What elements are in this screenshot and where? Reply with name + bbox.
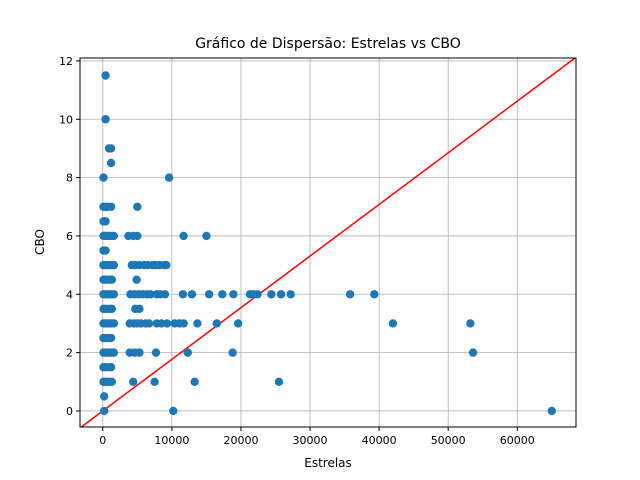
scatter-point (183, 348, 192, 357)
x-axis-label: Estrelas (304, 456, 352, 470)
y-tick-label: 2 (66, 347, 73, 360)
scatter-point (109, 348, 119, 357)
scatter-point (99, 392, 109, 401)
scatter-point (135, 304, 144, 314)
points-layer (99, 71, 557, 416)
scatter-point (160, 290, 170, 299)
plot-area-frame (79, 57, 577, 428)
scatter-point (212, 319, 221, 328)
axis-ticks: 0 10000 20000 30000 40000 50000 60000 0 2 4 6 8 10 12 (59, 55, 535, 447)
scatter-point (162, 319, 172, 328)
y-tick-label: 12 (59, 55, 73, 68)
scatter-point (133, 202, 142, 211)
scatter-point (99, 406, 109, 416)
scatter-point (193, 319, 202, 328)
scatter-point (228, 348, 237, 357)
scatter-point (107, 275, 116, 284)
x-tick-label: 0 (99, 434, 106, 447)
scatter-point (274, 377, 284, 386)
y-axis-label: CBO (33, 229, 47, 255)
scatter-point (128, 377, 138, 386)
scatter-point (187, 290, 197, 299)
scatter-point (218, 290, 227, 299)
y-tick-label: 4 (66, 288, 73, 301)
scatter-point (162, 260, 171, 270)
x-tick-label: 50000 (431, 434, 466, 447)
scatter-point (169, 406, 178, 416)
scatter-point (146, 290, 155, 299)
scatter-point (135, 348, 144, 357)
scatter-point (106, 202, 116, 211)
x-tick-label: 10000 (154, 434, 189, 447)
scatter-point (109, 231, 119, 241)
scatter-point (286, 290, 295, 299)
y-tick-label: 8 (66, 172, 73, 185)
scatter-point (267, 290, 276, 299)
scatter-point (253, 290, 262, 299)
scatter-point (468, 348, 478, 357)
scatter-point (101, 71, 110, 80)
scatter-point (106, 144, 116, 153)
scatter-point (107, 377, 116, 386)
x-tick-label: 60000 (500, 434, 535, 447)
scatter-point (133, 231, 142, 241)
scatter-point (99, 173, 108, 182)
scatter-point (388, 319, 398, 328)
scatter-point (229, 290, 238, 299)
reference-line-layer (80, 57, 576, 428)
scatter-point (204, 290, 214, 299)
scatter-point (101, 217, 110, 226)
scatter-point (109, 319, 119, 328)
scatter-point (144, 319, 154, 328)
scatter-point (233, 319, 243, 328)
scatter-point (466, 319, 475, 328)
scatter-point (107, 304, 116, 314)
scatter-point (164, 173, 174, 182)
x-tick-label: 40000 (362, 434, 397, 447)
chart-title: Gráfico de Dispersão: Estrelas vs CBO (195, 36, 461, 52)
x-tick-label: 30000 (293, 434, 328, 447)
y-tick-label: 10 (59, 113, 73, 126)
scatter-point (106, 158, 116, 168)
scatter-point (106, 363, 116, 372)
scatter-point (101, 115, 110, 124)
scatter-point (202, 231, 211, 241)
scatter-point (109, 290, 119, 299)
x-tick-label: 20000 (223, 434, 258, 447)
scatter-point (345, 290, 355, 299)
scatter-point (132, 275, 141, 284)
scatter-point (547, 406, 557, 416)
scatter-point (276, 290, 286, 299)
reference-line (80, 57, 576, 428)
scatter-point (150, 377, 159, 386)
scatter-point (370, 290, 379, 299)
scatter-point (179, 319, 188, 328)
scatter-point (106, 333, 116, 343)
scatter-point (109, 260, 119, 270)
scatter-point (101, 246, 110, 255)
y-tick-label: 6 (66, 230, 73, 243)
scatter-point (151, 348, 161, 357)
scatter-point (190, 377, 199, 386)
y-tick-label: 0 (66, 405, 73, 418)
scatter-point (179, 231, 188, 241)
scatter-point (178, 290, 188, 299)
